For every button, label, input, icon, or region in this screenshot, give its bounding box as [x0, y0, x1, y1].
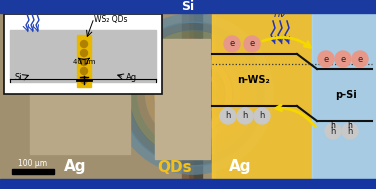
Text: e: e	[229, 40, 235, 49]
Text: h: h	[347, 126, 353, 136]
Text: 40 μm: 40 μm	[73, 59, 95, 65]
Text: n-WS₂: n-WS₂	[238, 75, 270, 85]
Text: h: h	[331, 121, 335, 129]
Text: h: h	[225, 112, 231, 121]
Text: h: h	[347, 121, 352, 129]
Circle shape	[80, 67, 88, 74]
Circle shape	[318, 51, 334, 67]
Text: Si: Si	[14, 74, 22, 83]
Circle shape	[325, 123, 341, 139]
Circle shape	[80, 77, 88, 84]
Bar	[4, 14, 162, 94]
Circle shape	[224, 36, 240, 52]
Bar	[182, 14, 188, 179]
Circle shape	[237, 108, 253, 124]
Text: e: e	[323, 54, 329, 64]
Text: h: h	[259, 112, 265, 121]
Bar	[30, 49, 130, 154]
Text: hν: hν	[27, 3, 37, 12]
Circle shape	[335, 51, 351, 67]
Circle shape	[244, 36, 260, 52]
Bar	[155, 39, 210, 159]
Bar	[212, 14, 312, 179]
Text: e: e	[249, 40, 255, 49]
Text: p-Si: p-Si	[335, 90, 357, 100]
Circle shape	[80, 40, 88, 47]
Text: Si: Si	[182, 0, 194, 13]
Bar	[0, 0, 376, 13]
Circle shape	[80, 59, 88, 66]
Text: WS₂ QDs: WS₂ QDs	[94, 15, 127, 24]
Text: hν: hν	[274, 9, 286, 19]
Circle shape	[80, 50, 88, 57]
Bar	[188, 14, 194, 179]
Bar	[10, 30, 156, 82]
Text: QDs: QDs	[158, 160, 192, 174]
Bar	[312, 14, 376, 179]
Text: Ag: Ag	[64, 160, 86, 174]
Text: Ag: Ag	[229, 160, 251, 174]
Text: Ag: Ag	[126, 74, 138, 83]
Circle shape	[220, 108, 236, 124]
Circle shape	[254, 108, 270, 124]
Bar	[0, 179, 376, 189]
Bar	[0, 14, 215, 179]
Circle shape	[342, 123, 358, 139]
Bar	[12, 169, 54, 174]
Text: h: h	[242, 112, 248, 121]
Circle shape	[352, 51, 368, 67]
Text: e: e	[357, 54, 362, 64]
Text: 100 μm: 100 μm	[18, 159, 47, 167]
Bar	[77, 35, 91, 87]
Bar	[194, 14, 202, 179]
Text: h: h	[330, 126, 336, 136]
Text: e: e	[340, 54, 346, 64]
